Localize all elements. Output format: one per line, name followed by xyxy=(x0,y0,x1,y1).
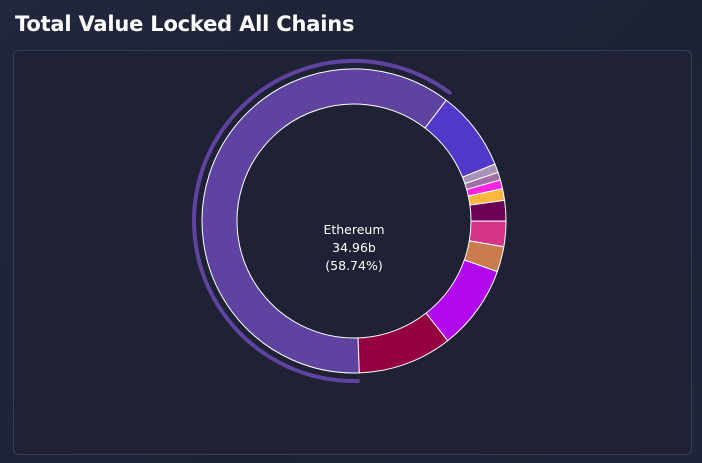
page-title: Total Value Locked All Chains xyxy=(15,12,355,36)
center-label: Ethereum xyxy=(323,222,384,237)
highlight-arc xyxy=(192,59,452,383)
donut-slices xyxy=(201,68,507,374)
center-percent: (58.74%) xyxy=(325,258,382,273)
donut-chart: Ethereum 34.96b (58.74%) xyxy=(192,59,507,383)
donut-slice-ethereum[interactable] xyxy=(201,68,447,374)
donut-slice-10[interactable] xyxy=(357,312,449,374)
center-value: 34.96b xyxy=(332,240,376,255)
chart-card: Ethereum 34.96b (58.74%) xyxy=(13,50,692,455)
